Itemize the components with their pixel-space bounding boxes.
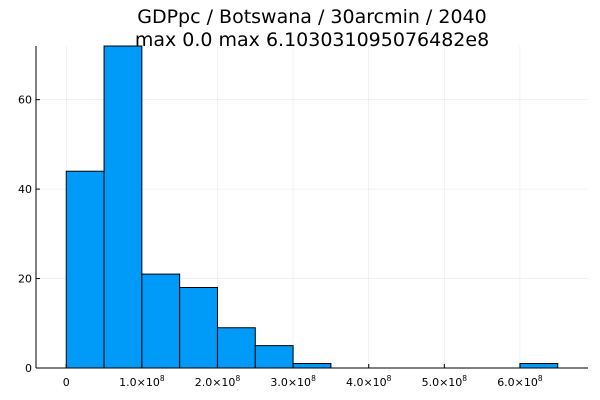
x-tick-label-4: 4.0×108 — [346, 374, 392, 389]
chart-title: GDPpc / Botswana / 30arcmin / 2040 max 0… — [135, 6, 489, 51]
histogram-bar-12 — [519, 363, 559, 369]
x-tick-label-6: 6.0×108 — [497, 374, 543, 389]
chart-title-line-1: GDPpc / Botswana / 30arcmin / 2040 — [137, 6, 486, 28]
x-tick-label-0: 0 — [63, 376, 70, 389]
y-tick-label-0: 0 — [25, 362, 32, 375]
histogram-bar-2 — [141, 273, 181, 369]
histogram-bar-0 — [65, 170, 105, 369]
x-axis-tick-labels: 0 1.0×108 2.0×108 3.0×108 4.0×108 5.0×108 6.0×… — [63, 374, 543, 389]
axes — [35, 46, 588, 369]
x-tick-label-3: 3.0×108 — [270, 374, 316, 389]
histogram-bar-4 — [216, 327, 256, 369]
x-tick-label-5: 5.0×108 — [422, 374, 468, 389]
chart-title-line-2: max 0.0 max 6.103031095076482e8 — [135, 29, 489, 51]
histogram-bar-3 — [179, 287, 218, 369]
y-axis-tick-labels: 0 20 40 60 — [18, 94, 32, 375]
histogram-bar-5 — [254, 345, 294, 369]
x-tick-label-2: 2.0×108 — [195, 374, 241, 389]
x-tick-label-1: 1.0×108 — [119, 374, 165, 389]
y-tick-label-1: 20 — [18, 273, 32, 286]
histogram-bar-1 — [103, 45, 143, 369]
y-tick-label-3: 60 — [18, 94, 32, 107]
histogram-bar-6 — [292, 363, 332, 369]
y-tick-label-2: 40 — [18, 183, 32, 196]
histogram-bars — [65, 45, 559, 369]
